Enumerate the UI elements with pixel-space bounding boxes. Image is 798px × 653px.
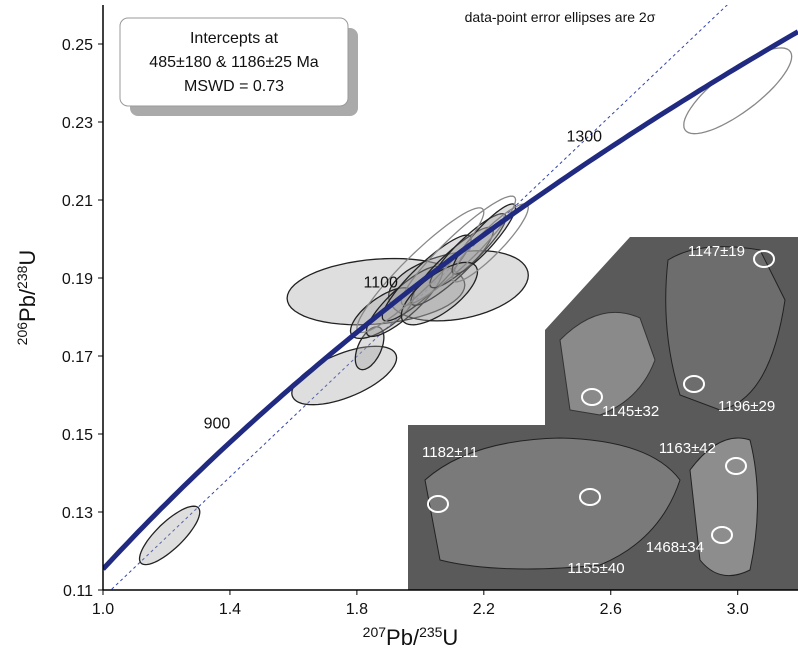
box-line: MSWD = 0.73 <box>184 78 284 95</box>
analysis-spot <box>581 388 603 406</box>
axis-label-part: U <box>442 625 458 650</box>
grain <box>559 311 656 416</box>
y-tick-label: 0.23 <box>62 115 93 132</box>
grain <box>665 246 786 411</box>
grain <box>424 437 681 570</box>
error-ellipse <box>138 505 201 566</box>
x-tick-label: 1.0 <box>92 601 114 618</box>
y-tick-label: 0.25 <box>62 37 93 54</box>
discordia-line <box>110 5 728 590</box>
spot-label: 1196±29 <box>718 398 775 415</box>
axis-label-part: 235 <box>419 624 443 640</box>
spot-label: 1182±11 <box>422 444 478 461</box>
box-line: Intercepts at <box>190 30 279 47</box>
y-tick-label: 0.13 <box>62 505 93 522</box>
y-tick-label: 0.17 <box>62 349 93 366</box>
x-tick-label: 1.4 <box>219 601 241 618</box>
x-tick-label: 3.0 <box>727 601 749 618</box>
error-ellipse <box>451 203 529 283</box>
analysis-spot <box>711 526 733 544</box>
y-tick-label: 0.21 <box>62 193 93 210</box>
spot-label: 1468±34 <box>646 539 704 556</box>
analysis-spot <box>725 457 747 475</box>
spot-label: 1155±40 <box>567 560 624 577</box>
box <box>119 17 349 107</box>
age-label: 900 <box>204 416 231 433</box>
error-ellipse <box>400 195 517 306</box>
axis-label-part: Pb/ <box>386 625 420 650</box>
spot-label: 1147±19 <box>688 243 745 260</box>
axis-label-part: U <box>15 250 40 266</box>
age-label: 1300 <box>566 129 602 146</box>
scale-bar-label: 100 µm <box>481 399 531 416</box>
inset-image: 100 µm 1147±19 1145±32 1196±29 1182±11 1155±… <box>408 237 798 590</box>
x-tick-label: 2.2 <box>473 601 495 618</box>
spot-label: 1145±32 <box>602 403 659 420</box>
age-label: 1100 <box>364 274 399 291</box>
analysis-spot <box>579 488 601 506</box>
y-tick-label: 0.19 <box>62 271 93 288</box>
error-ellipse <box>291 345 398 406</box>
axis-label-part: 238 <box>14 265 30 289</box>
concordia-curve <box>103 29 798 571</box>
x-tick-label: 1.8 <box>346 601 368 618</box>
y-tick-label: 0.11 <box>63 583 93 600</box>
axis-label-part: 206 <box>14 322 30 346</box>
axis-label: 206Pb/238U <box>14 250 40 346</box>
x-tick-label: 2.6 <box>600 601 622 618</box>
error-ellipse <box>286 257 466 326</box>
scale-bar <box>470 418 542 423</box>
plot-area: 900 1100 1300 <box>103 5 798 590</box>
box-line: 485±180 & 1186±25 Ma <box>149 54 318 71</box>
axis-label-part: Pb/ <box>15 288 40 322</box>
result-box: Intercepts at 485±180 & 1186±25 Ma MSWD … <box>119 17 358 116</box>
analysis-spot <box>683 375 705 393</box>
analysis-spot <box>427 495 449 513</box>
axis-label: 207Pb/235U <box>363 624 459 650</box>
y-tick-label: 0.15 <box>62 427 93 444</box>
analysis-spot <box>753 250 775 268</box>
axis-label-part: 207 <box>363 624 387 640</box>
spot-label: 1163±42 <box>659 440 716 457</box>
note: data-point error ellipses are 2σ <box>465 9 656 25</box>
